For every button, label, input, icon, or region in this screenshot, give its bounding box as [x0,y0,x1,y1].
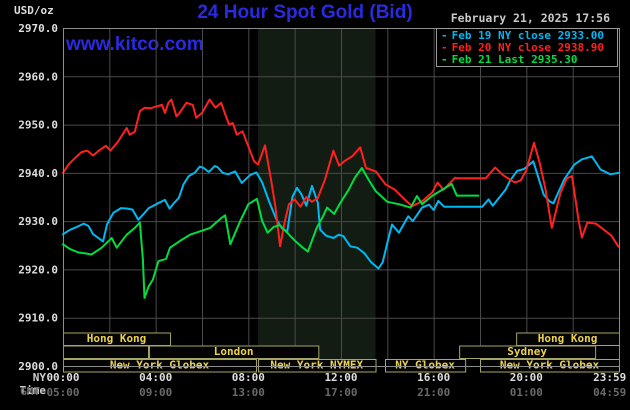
x-tick-gmt-label: 21:00 [417,386,450,399]
x-tick-gmt-label: 09:00 [139,386,172,399]
y-tick-label: 2900.0 [18,360,58,373]
legend-label: Feb 21 Last [451,53,525,66]
price-line-feb-21 [62,167,480,299]
x-tick-ny-label: 20:00 [510,371,543,384]
x-tick-ny-label: 08:00 [232,371,265,384]
price-line-feb-19 [62,155,620,270]
legend: - Feb 19 NY close 2933.00 - Feb 20 NY clos… [436,28,618,67]
y-tick-label: 2970.0 [18,22,58,35]
x-tick-gmt-label: 04:59 [593,386,626,399]
plot-frame [63,28,620,367]
session-box [459,345,597,359]
x-axis-row1-caption: NY Time [19,371,47,397]
x-tick-ny-label: 16:00 [417,371,450,384]
gridlines [63,28,619,366]
x-tick-ny-label: 12:00 [324,371,357,384]
y-tick-label: 2920.0 [18,263,58,276]
x-tick-ny-label: 00:00 [46,371,79,384]
legend-item-feb20: - Feb 20 NY close 2938.90 [441,42,617,54]
y-tick-label: 2940.0 [18,167,58,180]
y-tick-label: 2930.0 [18,215,58,228]
session-label: NY Globex [395,359,455,372]
session-box [63,345,150,359]
x-tick-gmt-label: 01:00 [510,386,543,399]
x-tick-gmt-label: 13:00 [232,386,265,399]
x-axis-labels: 00:00 05:00 04:00 09:00 08:00 13:00 12:00 17:00… [46,371,626,399]
legend-value: 2933.00 [557,29,604,42]
session-label: New York Globex [500,359,600,372]
y-axis-unit-label: USD/oz [14,4,54,17]
y-tick-label: 2950.0 [18,119,58,132]
legend-value: 2938.90 [557,41,604,54]
y-tick-label: 2910.0 [18,312,58,325]
x-tick-gmt-label: 05:00 [46,386,79,399]
x-tick-ny-label: 23:59 [593,371,626,384]
session-label: New York Globex [110,359,210,372]
y-tick-label: 2960.0 [18,70,58,83]
legend-label: Feb 19 NY close [451,29,551,42]
x-tick-gmt-label: 17:00 [324,386,357,399]
page-title: 24 Hour Spot Gold (Bid) [197,2,413,23]
session-label: London [214,345,254,358]
feb19-line-swatch-icon: - [441,29,448,42]
session-label: Hong Kong [87,332,147,345]
session-box [148,345,320,359]
legend-item-feb19: - Feb 19 NY close 2933.00 [441,30,617,42]
session-label: Sydney [507,345,547,358]
y-axis-labels: 2900.0 2910.0 2920.0 2930.0 2940.0 2950.0 2960… [18,22,58,373]
legend-label: Feb 20 NY close [451,41,551,54]
feb21-line-swatch-icon: - [441,53,448,66]
session-label: Hong Kong [538,332,598,345]
feb20-line-swatch-icon: - [441,41,448,54]
legend-item-feb21: - Feb 21 Last 2935.30 [441,54,617,66]
session-label: New York NYMEX [270,359,363,372]
price-line-feb-20 [62,98,620,248]
legend-value: 2935.30 [531,53,578,66]
x-axis-row2-caption: GMT [20,385,40,398]
x-tick-ny-label: 04:00 [139,371,172,384]
session-box [385,359,467,373]
session-box [258,359,377,373]
kitco-website-link[interactable]: www.kitco.com [66,34,204,55]
chart-timestamp: February 21, 2025 17:56 [450,11,610,25]
